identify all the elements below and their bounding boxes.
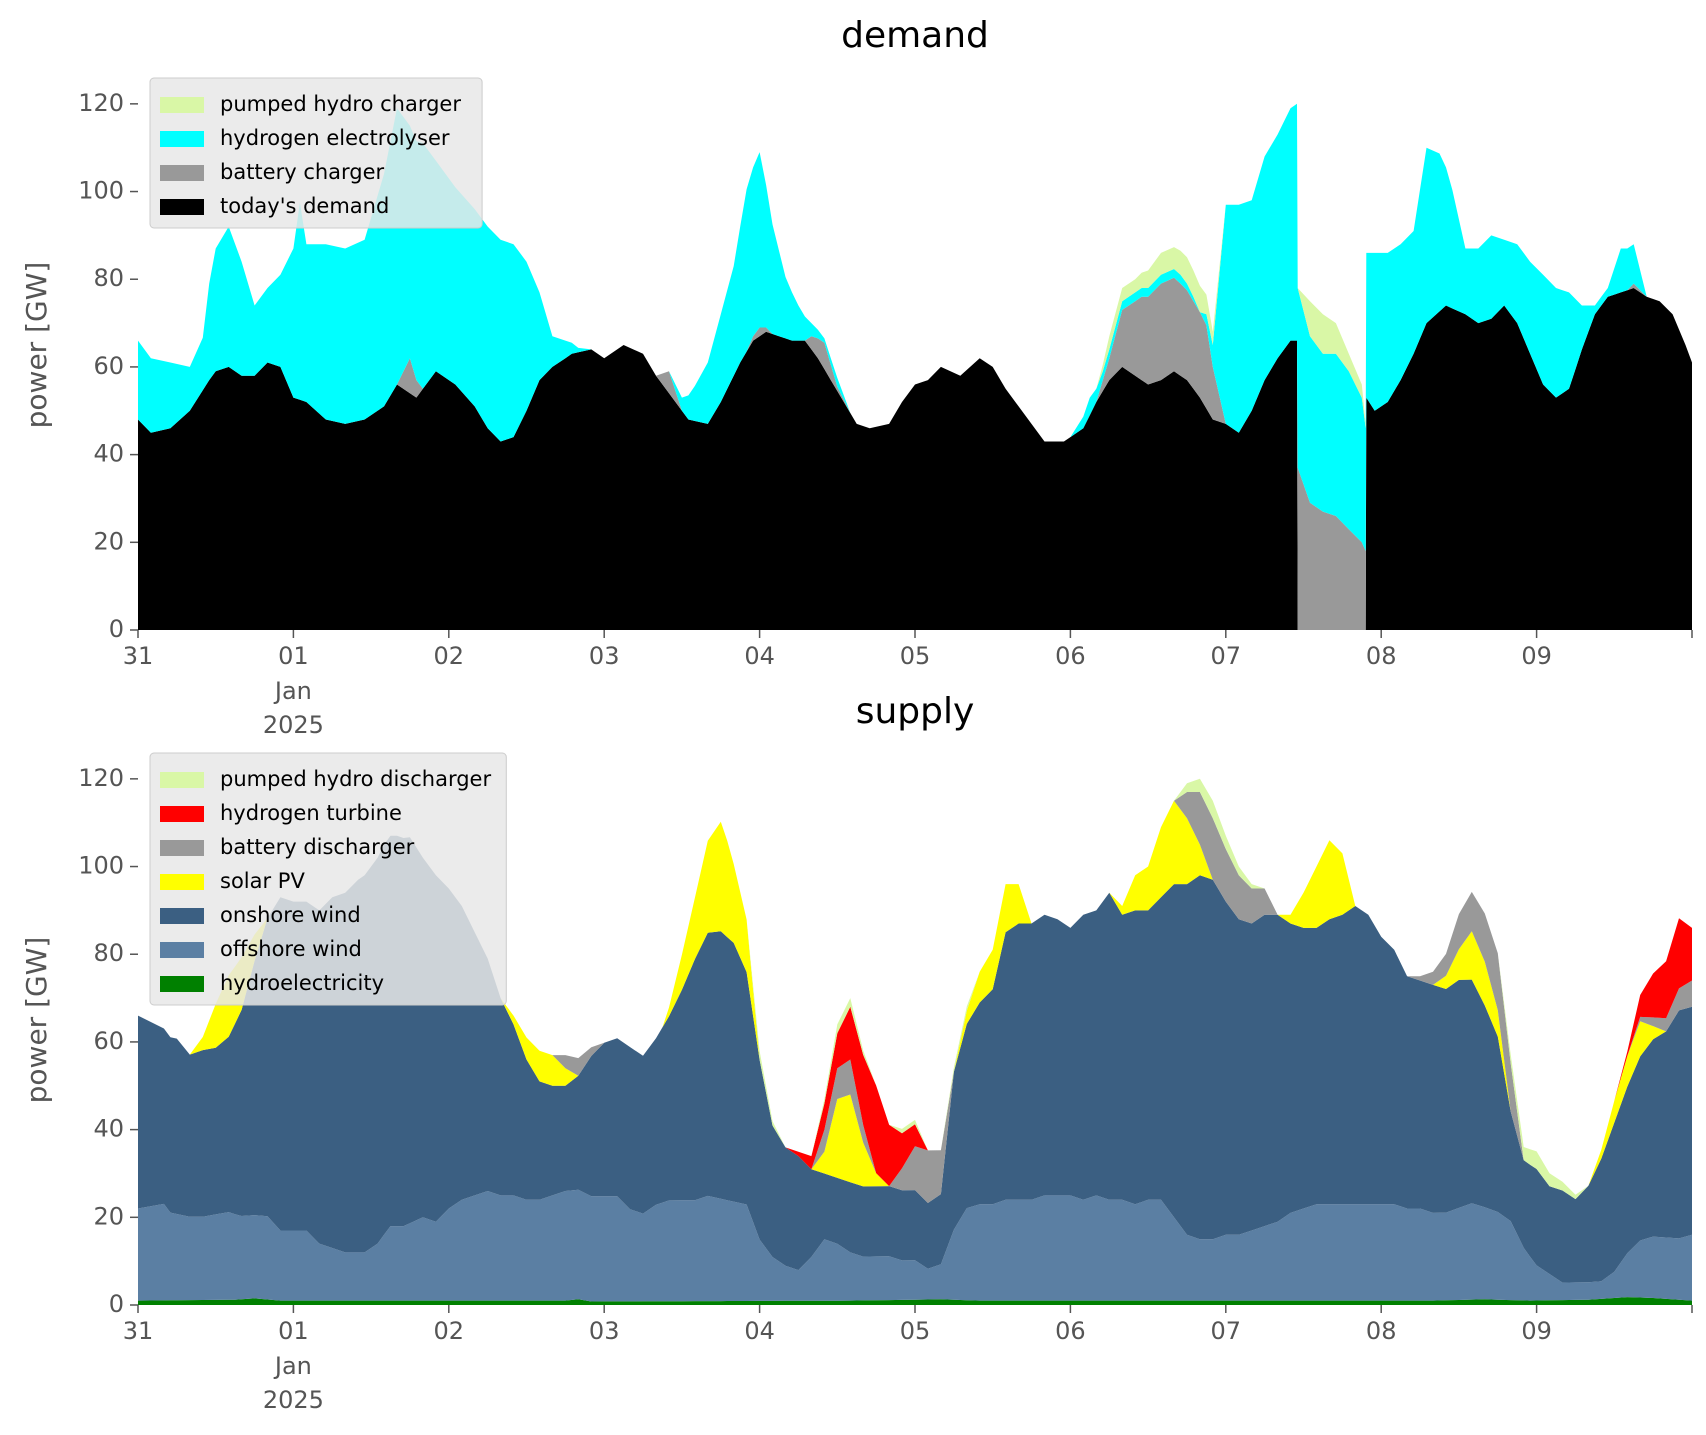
y-tick-label: 20	[93, 527, 124, 555]
y-tick-label: 60	[93, 352, 124, 380]
y-tick-label: 20	[93, 1202, 124, 1230]
stacked-areas	[138, 778, 1692, 1305]
legend-box	[149, 752, 507, 1006]
legend-swatch-hydrogen-electrolyser	[160, 131, 204, 147]
legend-swatch-hydroelectricity	[160, 976, 204, 992]
area-onshore-wind	[138, 835, 1692, 1283]
legend-label-hydrogen-turbine: hydrogen turbine	[220, 801, 402, 825]
x-tick-label: 01	[278, 1317, 309, 1345]
legend-label-pumped-hydro-discharger: pumped hydro discharger	[220, 767, 491, 791]
x-tick-label: 07	[1211, 642, 1242, 670]
y-tick-label: 40	[93, 440, 124, 468]
legend-label-hydrogen-electrolyser: hydrogen electrolyser	[220, 126, 450, 150]
y-axis: 0 20 40 60 80 100 120	[78, 764, 138, 1318]
y-tick-label: 80	[93, 264, 124, 292]
legend-label-battery-discharger: battery discharger	[220, 835, 415, 859]
x-tick-label: 31	[123, 1317, 154, 1345]
x-tick-label: 03	[589, 1317, 620, 1345]
y-tick-label: 60	[93, 1027, 124, 1055]
legend-label-battery-charger: battery charger	[220, 160, 385, 184]
area-battery-charger	[138, 277, 1692, 630]
legend-swatch-pumped-hydro-charger	[160, 97, 204, 113]
stacked-areas	[138, 103, 1692, 630]
legend-label-offshore-wind: offshore wind	[220, 937, 362, 961]
legend-label-solar-pv: solar PV	[220, 869, 305, 893]
x-tick-label: 03	[589, 642, 620, 670]
area-hydrogen-electrolyser	[138, 103, 1692, 552]
area-pumped-hydro-discharger	[138, 778, 1692, 1200]
x-tick-label: 01	[278, 642, 309, 670]
x-tick-sublabel: 2025	[263, 711, 324, 739]
legend-label-onshore-wind: onshore wind	[220, 903, 361, 927]
legend: pumped hydro charger hydrogen electrolyse…	[149, 77, 483, 229]
legend-swatch-battery-discharger	[160, 840, 204, 856]
legend-label-pumped-hydro-charger: pumped hydro charger	[220, 92, 461, 116]
x-tick-sublabel: Jan	[273, 677, 312, 705]
y-tick-label: 0	[109, 615, 124, 643]
area-solar-pv	[138, 800, 1692, 1203]
x-tick-sublabel: Jan	[273, 1352, 312, 1380]
legend-label-hydroelectricity: hydroelectricity	[220, 971, 384, 995]
x-tick-label: 09	[1521, 1317, 1552, 1345]
y-axis-label: power [GW]	[20, 262, 53, 429]
y-axis: 0 20 40 60 80 100 120	[78, 89, 138, 643]
x-tick-label: 05	[900, 642, 931, 670]
y-tick-label: 100	[78, 852, 124, 880]
x-tick-label: 06	[1055, 1317, 1086, 1345]
legend: pumped hydro discharger hydrogen turbine b…	[149, 752, 507, 1006]
x-axis: 31 01 Jan 2025 02 03 04 05 06 07 08 09	[123, 630, 1693, 739]
y-tick-label: 120	[78, 764, 124, 792]
x-tick-label: 02	[434, 642, 465, 670]
x-tick-label: 08	[1366, 642, 1397, 670]
area-today-s-demand	[138, 288, 1692, 630]
x-tick-sublabel: 2025	[263, 1386, 324, 1414]
x-tick-label: 02	[434, 1317, 465, 1345]
area-offshore-wind	[138, 1189, 1692, 1302]
y-axis-label: power [GW]	[20, 937, 53, 1104]
chart-title: supply	[856, 691, 975, 732]
legend-swatch-hydrogen-turbine	[160, 806, 204, 822]
y-tick-label: 0	[109, 1290, 124, 1318]
y-tick-label: 120	[78, 89, 124, 117]
x-tick-label: 08	[1366, 1317, 1397, 1345]
legend-box	[149, 77, 483, 229]
chart-title: demand	[841, 15, 989, 56]
y-tick-label: 100	[78, 177, 124, 205]
legend-swatch-offshore-wind	[160, 942, 204, 958]
legend-swatch-solar-pv	[160, 874, 204, 890]
legend-swatch-pumped-hydro-discharger	[160, 772, 204, 788]
x-tick-label: 05	[900, 1317, 931, 1345]
x-tick-label: 04	[744, 642, 775, 670]
x-tick-label: 31	[123, 642, 154, 670]
legend-swatch-onshore-wind	[160, 908, 204, 924]
legend-swatch-today-s-demand	[160, 199, 204, 215]
x-tick-label: 07	[1211, 1317, 1242, 1345]
y-tick-label: 40	[93, 1115, 124, 1143]
area-hydroelectricity	[138, 1297, 1692, 1305]
legend-swatch-battery-charger	[160, 165, 204, 181]
x-tick-label: 09	[1521, 642, 1552, 670]
x-tick-label: 06	[1055, 642, 1086, 670]
x-tick-label: 04	[744, 1317, 775, 1345]
y-tick-label: 80	[93, 939, 124, 967]
legend-label-today-s-demand: today's demand	[220, 194, 389, 218]
x-axis: 31 01 Jan 2025 02 03 04 05 06 07 08 09	[123, 1305, 1693, 1414]
